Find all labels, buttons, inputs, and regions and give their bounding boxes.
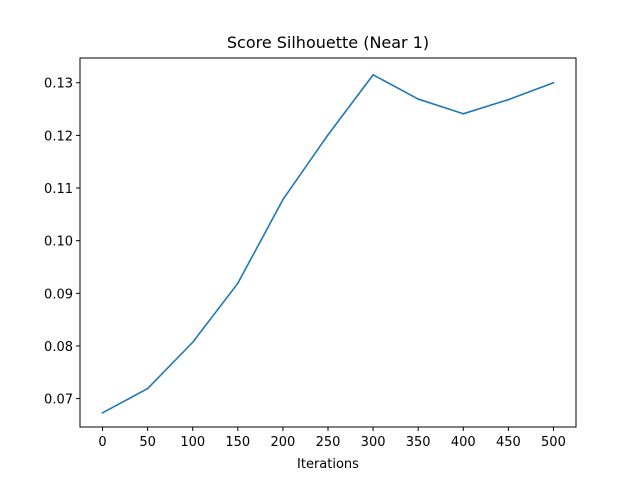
series-line bbox=[101, 74, 555, 414]
data-point bbox=[417, 98, 419, 100]
x-tick-label: 250 bbox=[316, 435, 341, 450]
x-axis-label: Iterations bbox=[297, 457, 359, 472]
y-tick-label: 0.10 bbox=[44, 235, 73, 250]
plot-frame bbox=[79, 57, 577, 428]
data-point bbox=[372, 74, 374, 76]
data-point bbox=[507, 98, 510, 101]
data-point bbox=[462, 112, 465, 115]
data-point bbox=[146, 387, 149, 390]
x-tick-label: 200 bbox=[270, 435, 295, 450]
data-point bbox=[282, 198, 284, 201]
data-point bbox=[552, 81, 555, 84]
y-tick-label: 0.12 bbox=[44, 129, 73, 144]
data-point bbox=[237, 282, 239, 285]
data-point bbox=[327, 134, 329, 136]
y-tick-label: 0.07 bbox=[44, 393, 73, 408]
y-tick-label: 0.09 bbox=[44, 287, 73, 302]
x-tick-label: 150 bbox=[225, 435, 250, 450]
series-layer bbox=[101, 74, 555, 414]
x-tick-label: 500 bbox=[541, 435, 566, 450]
data-point bbox=[191, 341, 194, 344]
y-tick-label: 0.11 bbox=[44, 182, 73, 197]
x-tick-label: 100 bbox=[180, 435, 205, 450]
x-tick-label: 50 bbox=[139, 435, 156, 450]
x-axis: 0 50 100 150 200 250 300 350 400 450 500 bbox=[98, 427, 566, 450]
y-tick-label: 0.13 bbox=[44, 77, 73, 92]
data-point bbox=[101, 411, 104, 414]
x-tick-label: 400 bbox=[451, 435, 476, 450]
y-axis: 0.07 0.08 0.09 0.10 0.11 0.12 0.13 bbox=[44, 77, 80, 408]
x-tick-label: 0 bbox=[98, 435, 106, 450]
chart-title: Score Silhouette (Near 1) bbox=[227, 33, 429, 52]
y-tick-label: 0.08 bbox=[44, 340, 73, 355]
x-tick-label: 300 bbox=[361, 435, 386, 450]
x-tick-label: 450 bbox=[496, 435, 521, 450]
x-tick-label: 350 bbox=[406, 435, 431, 450]
